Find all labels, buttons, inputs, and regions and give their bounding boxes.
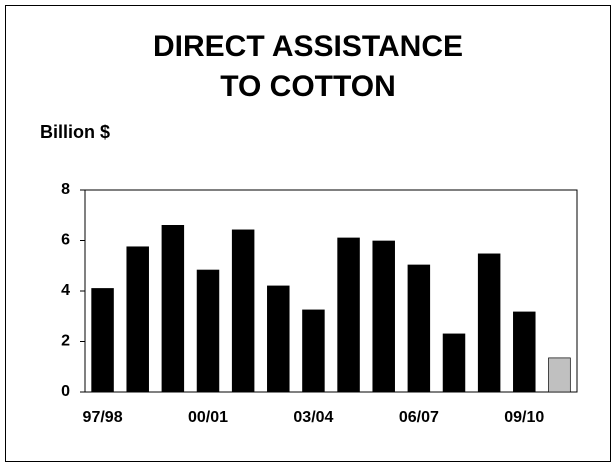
bar	[231, 229, 255, 393]
chart-title: DIRECT ASSISTANCE	[153, 30, 463, 63]
bar	[477, 253, 501, 393]
bar	[91, 288, 114, 393]
bar	[372, 240, 395, 393]
bar	[442, 333, 466, 393]
x-tick-label: 09/10	[504, 409, 544, 426]
bar	[196, 269, 220, 393]
y-tick-label: 0	[61, 383, 70, 400]
y-tick-label: 8	[61, 181, 70, 198]
bar	[267, 285, 290, 393]
y-tick-label: 2	[61, 333, 70, 350]
bar	[407, 264, 431, 393]
x-tick-label: 03/04	[293, 409, 333, 426]
chart-title: TO COTTON	[220, 70, 396, 103]
bar	[548, 357, 571, 393]
y-tick-label: 4	[61, 282, 70, 299]
bar	[302, 309, 325, 393]
y-tick-label: 6	[61, 232, 70, 249]
frame	[5, 5, 611, 462]
x-tick-label: 97/98	[83, 409, 123, 426]
bar	[126, 246, 149, 393]
bar	[337, 237, 360, 393]
plot-area	[84, 189, 578, 393]
bar	[161, 225, 185, 393]
x-tick-label: 06/07	[399, 409, 439, 426]
x-tick-label: 00/01	[188, 409, 228, 426]
bar	[513, 311, 536, 393]
y-axis-label: Billion $	[40, 122, 110, 142]
